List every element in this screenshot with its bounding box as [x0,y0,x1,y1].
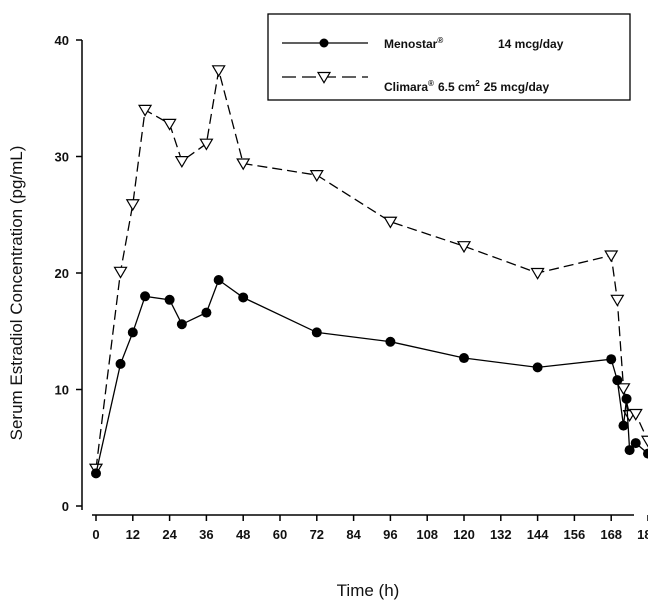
y-tick-label: 10 [55,383,69,398]
data-point-menostar [213,274,224,285]
series-layer [88,65,648,479]
x-tick-label: 60 [273,527,287,542]
legend-reg-mark-climara: ® [428,79,434,88]
x-tick-label: 12 [126,527,140,542]
x-tick-label: 168 [600,527,622,542]
legend-series-name-climara: Climara [384,80,428,94]
data-point-climara [456,241,472,254]
legend-area-sup-climara: 2 [475,79,480,88]
y-tick-label: 20 [55,266,69,281]
series-line-climara [95,70,648,469]
data-point-menostar [127,327,138,338]
data-point-menostar [238,292,249,303]
x-tick-label: 108 [416,527,438,542]
data-point-menostar [91,468,101,479]
data-point-menostar [140,291,151,302]
data-point-climara [383,216,398,229]
data-point-menostar [618,420,629,431]
series-line-menostar [95,278,648,474]
data-point-climara [113,266,128,279]
x-tick-label: 180 [637,527,648,542]
data-point-menostar [612,375,623,386]
data-point-climara [162,118,177,131]
x-tick-label: 132 [490,527,512,542]
axes [81,40,634,516]
legend-series-name-menostar: Menostar [384,37,438,51]
y-axis-title: Serum Estradiol Concentration (pg/mL) [7,146,26,441]
data-point-menostar [459,353,469,364]
legend-area-climara: 6.5 cm [438,80,475,94]
x-tick-label: 84 [346,527,361,542]
legend-dose-menostar: 14 mcg/day [498,37,564,51]
data-point-climara [616,383,631,396]
x-axis-ticks: 0 12 24 36 48 60 72 84 96 108 120 132 144 156 168 180 [92,515,648,542]
data-point-climara [610,294,625,307]
legend-marker-menostar [319,38,329,48]
legend-box [267,13,631,101]
x-tick-label: 48 [236,527,250,542]
legend-marker-climara [316,71,332,84]
legend-label-climara: Climara® 6.5 cm2 25 mcg/day [384,79,549,94]
data-point-climara [530,267,545,280]
data-point-climara [125,199,140,212]
data-point-climara [309,170,324,183]
data-point-menostar [311,327,322,338]
legend: Menostar® 14 mcg/day Climara® 6.5 cm2 25 m… [267,13,631,101]
data-point-menostar [624,445,635,456]
data-point-menostar [643,448,648,459]
data-point-menostar [201,307,212,318]
data-point-climara [174,156,189,169]
data-point-climara [211,65,226,78]
data-point-climara [640,435,648,448]
data-point-climara [236,158,251,171]
x-tick-label: 120 [453,527,475,542]
x-tick-label: 24 [162,527,177,542]
y-tick-label: 30 [55,150,69,165]
x-tick-label: 156 [564,527,586,542]
data-point-menostar [606,354,617,365]
y-tick-label: 40 [55,33,69,48]
data-point-climara [628,408,643,421]
x-tick-label: 36 [199,527,213,542]
data-point-climara [604,250,619,263]
data-point-menostar [115,358,126,369]
data-point-menostar [621,393,632,404]
x-tick-label: 72 [310,527,324,542]
data-point-climara [138,104,153,117]
x-tick-label: 96 [383,527,397,542]
data-point-menostar [164,294,175,305]
data-point-climara [199,138,214,151]
data-point-menostar [532,362,543,373]
data-point-menostar [176,319,187,330]
data-point-menostar [630,438,641,449]
data-point-menostar [385,336,396,347]
y-tick-label: 0 [62,499,69,514]
x-tick-label: 0 [92,527,99,542]
legend-dose-climara: 25 mcg/day [484,80,550,94]
legend-reg-mark-menostar: ® [437,36,443,45]
y-axis-ticks: 0 10 20 30 40 [55,33,82,514]
legend-label-menostar: Menostar® [384,36,443,51]
x-tick-label: 144 [527,527,549,542]
x-axis-title: Time (h) [337,581,400,600]
